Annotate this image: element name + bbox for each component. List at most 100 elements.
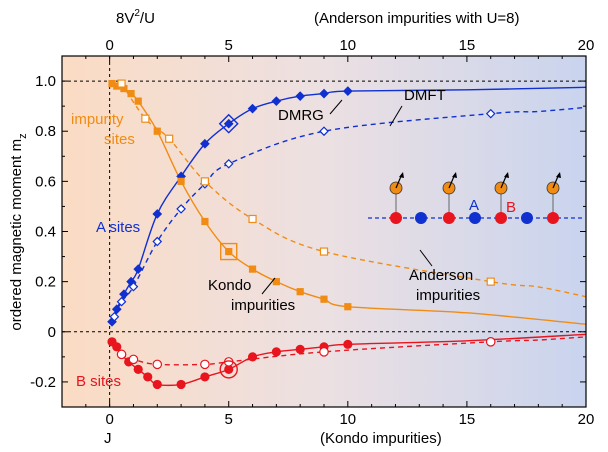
y-tick-label: 1.0 [35,73,56,90]
lattice-site-b [495,212,507,224]
data-point-impurity-DMRG-Kondo [134,97,142,105]
data-point-B-DMRG-Kondo [133,364,143,374]
data-point-B-DMRG-Kondo [271,347,281,357]
data-point-A-DMFT-Anderson [176,204,186,214]
data-point-A-DMRG-Kondo [119,289,129,300]
data-point-impurity-DMRG-Kondo [296,288,304,296]
y-tick-label: -0.2 [30,374,56,391]
y-tick-label: 0.8 [35,123,56,140]
data-point-A-DMRG-Kondo [342,86,353,96]
data-point-impurity-DMFT-Anderson [319,247,329,256]
data-point-A-DMFT-Anderson [223,158,234,169]
x2-axis-title: 8V2/U [116,8,155,27]
label-kondo-1: Kondo [208,277,251,294]
lattice-spin-arrowhead [504,172,509,178]
data-point-B-DMRG-Kondo [295,344,305,354]
y-axis-title-sub: z [17,133,29,139]
data-point-impurity-DMRG-Kondo [201,217,209,226]
y-axis-title: ordered magnetic moment mz [8,133,29,330]
x2-axis-title-tail: /U [140,10,155,27]
lattice-site-b [547,212,559,224]
lattice-label-a: A [469,197,479,214]
lattice-site-a [415,212,427,224]
x2-axis-title-right: (Anderson impurities with U=8) [314,10,520,27]
y-tick-label: 0 [48,324,56,341]
data-point-A-DMFT-Anderson [485,108,496,119]
x-axis-title: J [104,430,112,447]
x-tick-label: 0 [105,411,113,428]
data-markers [107,79,496,390]
data-point-B-DMRG-Kondo [152,379,162,390]
lattice-site-a [469,212,481,224]
x2-axis-title-base: 8V [116,10,134,27]
lattice-spin-arrowhead [399,172,404,178]
data-point-B-DMFT-Anderson [128,354,139,365]
data-point-A-DMRG-Kondo [223,118,234,129]
data-point-A-DMFT-Anderson [152,236,163,247]
data-point-impurity-DMRG-Kondo [272,278,280,286]
data-point-A-DMRG-Kondo [271,96,282,106]
data-point-A-DMRG-Kondo [247,103,258,114]
data-point-impurity-DMRG-Kondo [248,265,257,273]
kondo-leader [261,277,276,295]
data-point-impurity-DMFT-Anderson [200,177,210,186]
data-point-A-DMFT-Anderson [128,281,139,292]
data-point-B-DMFT-Anderson [319,347,329,357]
x2-tick-label: 20 [578,37,595,54]
data-point-B-DMRG-Kondo [176,379,186,390]
label-a-sites: A sites [96,219,140,236]
lattice-site-a [521,212,533,224]
y-axis-title-main: ordered magnetic moment m [8,139,25,331]
data-point-impurity-DMFT-Anderson [165,134,174,143]
x-axis-title-right: (Kondo impurities) [320,430,442,447]
highlight-B-DMRG-Kondo [219,360,238,379]
data-point-B-DMRG-Kondo [343,339,353,349]
data-point-impurity-DMRG-Kondo [177,177,185,185]
data-point-A-DMRG-Kondo [111,304,122,315]
x2-tick-label: 5 [225,37,233,54]
data-point-impurity-DMRG-Kondo [127,90,135,98]
data-point-impurity-DMFT-Anderson [117,79,126,88]
lattice-spin-arrowhead [452,172,457,178]
label-dmrg: DMRG [278,107,324,124]
data-point-A-DMRG-Kondo [152,209,163,219]
data-point-A-DMRG-Kondo [319,88,329,99]
label-dmft: DMFT [404,87,446,104]
y-tick-label: 0.4 [35,224,56,241]
axis-ticks: 0 0 5 5 10 10 15 15 20 20 -0.2 0 0.2 0.4 0.6 0.8 1.0 [30,37,594,428]
data-point-B-DMRG-Kondo [143,372,153,382]
data-point-B-DMRG-Kondo [112,342,122,352]
data-point-B-DMFT-Anderson [200,359,210,370]
data-point-A-DMFT-Anderson [116,296,127,307]
dmrg-leader [329,99,343,115]
x-tick-label: 10 [339,411,356,428]
x2-tick-label: 15 [459,37,476,54]
data-point-B-DMRG-Kondo [247,352,258,362]
x-tick-label: 20 [578,411,595,428]
lattice-label-b: B [506,199,516,216]
label-anderson-2: impurities [416,287,480,304]
reference-lines [62,56,586,407]
x-tick-label: 15 [459,411,476,428]
x2-tick-label: 10 [339,37,356,54]
lattice-site-b [443,212,455,224]
data-point-A-DMRG-Kondo [295,91,306,101]
x-tick-label: 5 [225,411,233,428]
label-b-sites: B sites [76,373,121,390]
data-point-A-DMRG-Kondo [133,264,144,274]
highlight-A-DMRG-Kondo [218,113,239,134]
data-point-impurity-DMFT-Anderson [248,214,257,224]
data-point-impurity-DMRG-Kondo [344,303,352,311]
x2-tick-label: 0 [105,37,113,54]
anderson-leader [419,249,433,267]
data-point-impurity-DMRG-Kondo [225,247,233,256]
dmft-leader [389,105,403,127]
data-point-impurity-DMRG-Kondo [320,295,328,303]
label-impurity-sites-2: sites [104,131,135,148]
data-point-B-DMFT-Anderson [485,337,496,347]
y-tick-label: 0.2 [35,274,56,291]
data-point-A-DMRG-Kondo [200,138,210,149]
data-point-A-DMFT-Anderson [109,311,120,322]
lattice-site-b [390,212,402,224]
